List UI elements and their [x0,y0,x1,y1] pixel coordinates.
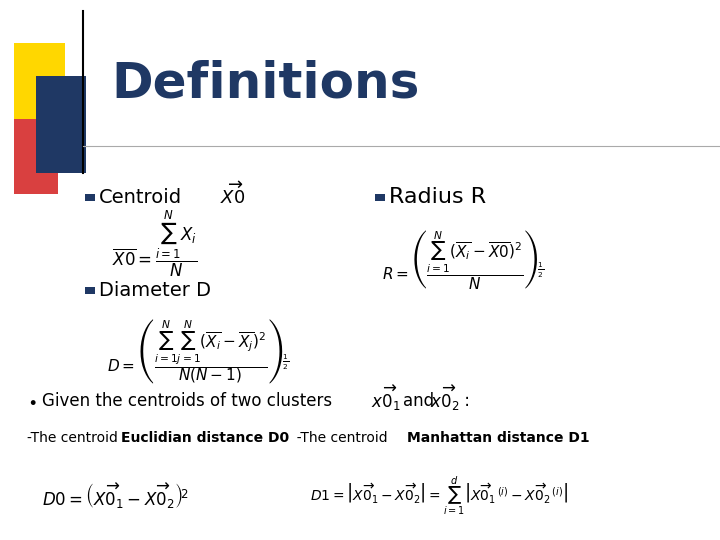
Text: $\overrightarrow{x0_2}$: $\overrightarrow{x0_2}$ [430,384,459,413]
Text: $\bullet$: $\bullet$ [27,392,37,410]
FancyBboxPatch shape [85,193,95,200]
Text: Radius R: Radius R [389,187,486,207]
Text: Definitions: Definitions [112,60,420,107]
FancyBboxPatch shape [85,287,95,294]
Text: $D1 = \left|\overrightarrow{X0_1} - \overrightarrow{X0_2}\right| = \sum_{i=1}^{d: $D1 = \left|\overrightarrow{X0_1} - \ove… [310,475,568,518]
Text: $D0 = \left(\overrightarrow{X0_1} - \overrightarrow{X0_2}\right)^{\!2}$: $D0 = \left(\overrightarrow{X0_1} - \ove… [42,482,189,511]
Text: Diameter D: Diameter D [99,281,211,300]
Text: Centroid: Centroid [99,187,181,207]
Text: $\overline{X0} = \dfrac{\sum_{i=1}^{N} X_i}{N}$: $\overline{X0} = \dfrac{\sum_{i=1}^{N} X… [112,209,197,279]
Text: and: and [403,392,434,410]
FancyBboxPatch shape [14,43,65,119]
Text: $\overrightarrow{x0_1}$: $\overrightarrow{x0_1}$ [371,384,400,413]
Text: :: : [459,392,470,410]
FancyBboxPatch shape [36,76,86,173]
Text: -The centroid: -The centroid [288,431,392,446]
FancyBboxPatch shape [14,119,58,194]
Text: Euclidian distance D0: Euclidian distance D0 [121,431,289,446]
Text: Given the centroids of two clusters: Given the centroids of two clusters [42,392,332,410]
Text: Manhattan distance D1: Manhattan distance D1 [407,431,590,446]
Text: $D = \left(\dfrac{\sum_{i=1}^{N}\sum_{j=1}^{N}(\overline{X_i}-\overline{X_j})^2}: $D = \left(\dfrac{\sum_{i=1}^{N}\sum_{j=… [107,318,289,386]
FancyBboxPatch shape [376,193,385,200]
Text: $R = \left(\dfrac{\sum_{i=1}^{N}(\overline{X_i}-\overline{X0})^2}{N}\right)^{\!\: $R = \left(\dfrac{\sum_{i=1}^{N}(\overli… [382,228,544,291]
Text: $\overrightarrow{X0}$: $\overrightarrow{X0}$ [220,181,245,208]
Text: -The centroid: -The centroid [27,431,122,446]
